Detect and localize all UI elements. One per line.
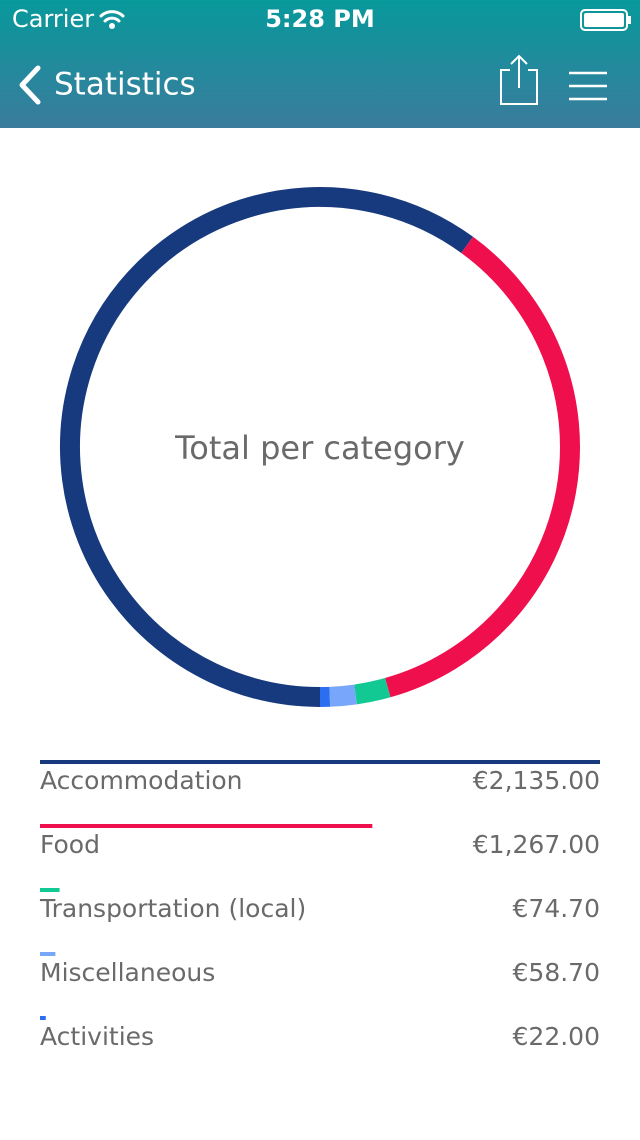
legend-label: Activities	[40, 1022, 154, 1051]
nav-title[interactable]: Statistics	[54, 67, 196, 103]
legend-value: €58.70	[513, 958, 600, 987]
legend-label: Miscellaneous	[40, 958, 215, 987]
legend-bar	[40, 952, 55, 956]
legend-value: €74.70	[513, 894, 600, 923]
legend-value: €22.00	[513, 1022, 600, 1051]
legend-bar	[40, 760, 600, 764]
legend-bar	[40, 1016, 46, 1020]
legend-label: Food	[40, 830, 100, 859]
legend-value: €1,267.00	[473, 830, 600, 859]
donut-segment	[356, 688, 388, 695]
legend: Accommodation €2,135.00 Food €1,267.00 Trans…	[39, 760, 600, 1051]
chart-center-label: Total per category	[174, 429, 465, 467]
clock: 5:28 PM	[265, 5, 375, 33]
legend-bar	[40, 888, 60, 892]
legend-label: Accommodation	[40, 766, 243, 795]
legend-value: €2,135.00	[473, 766, 600, 795]
carrier: Carrier	[12, 5, 94, 33]
legend-label: Transportation (local)	[39, 894, 306, 923]
legend-bar	[40, 824, 372, 828]
donut-segment	[330, 694, 356, 696]
